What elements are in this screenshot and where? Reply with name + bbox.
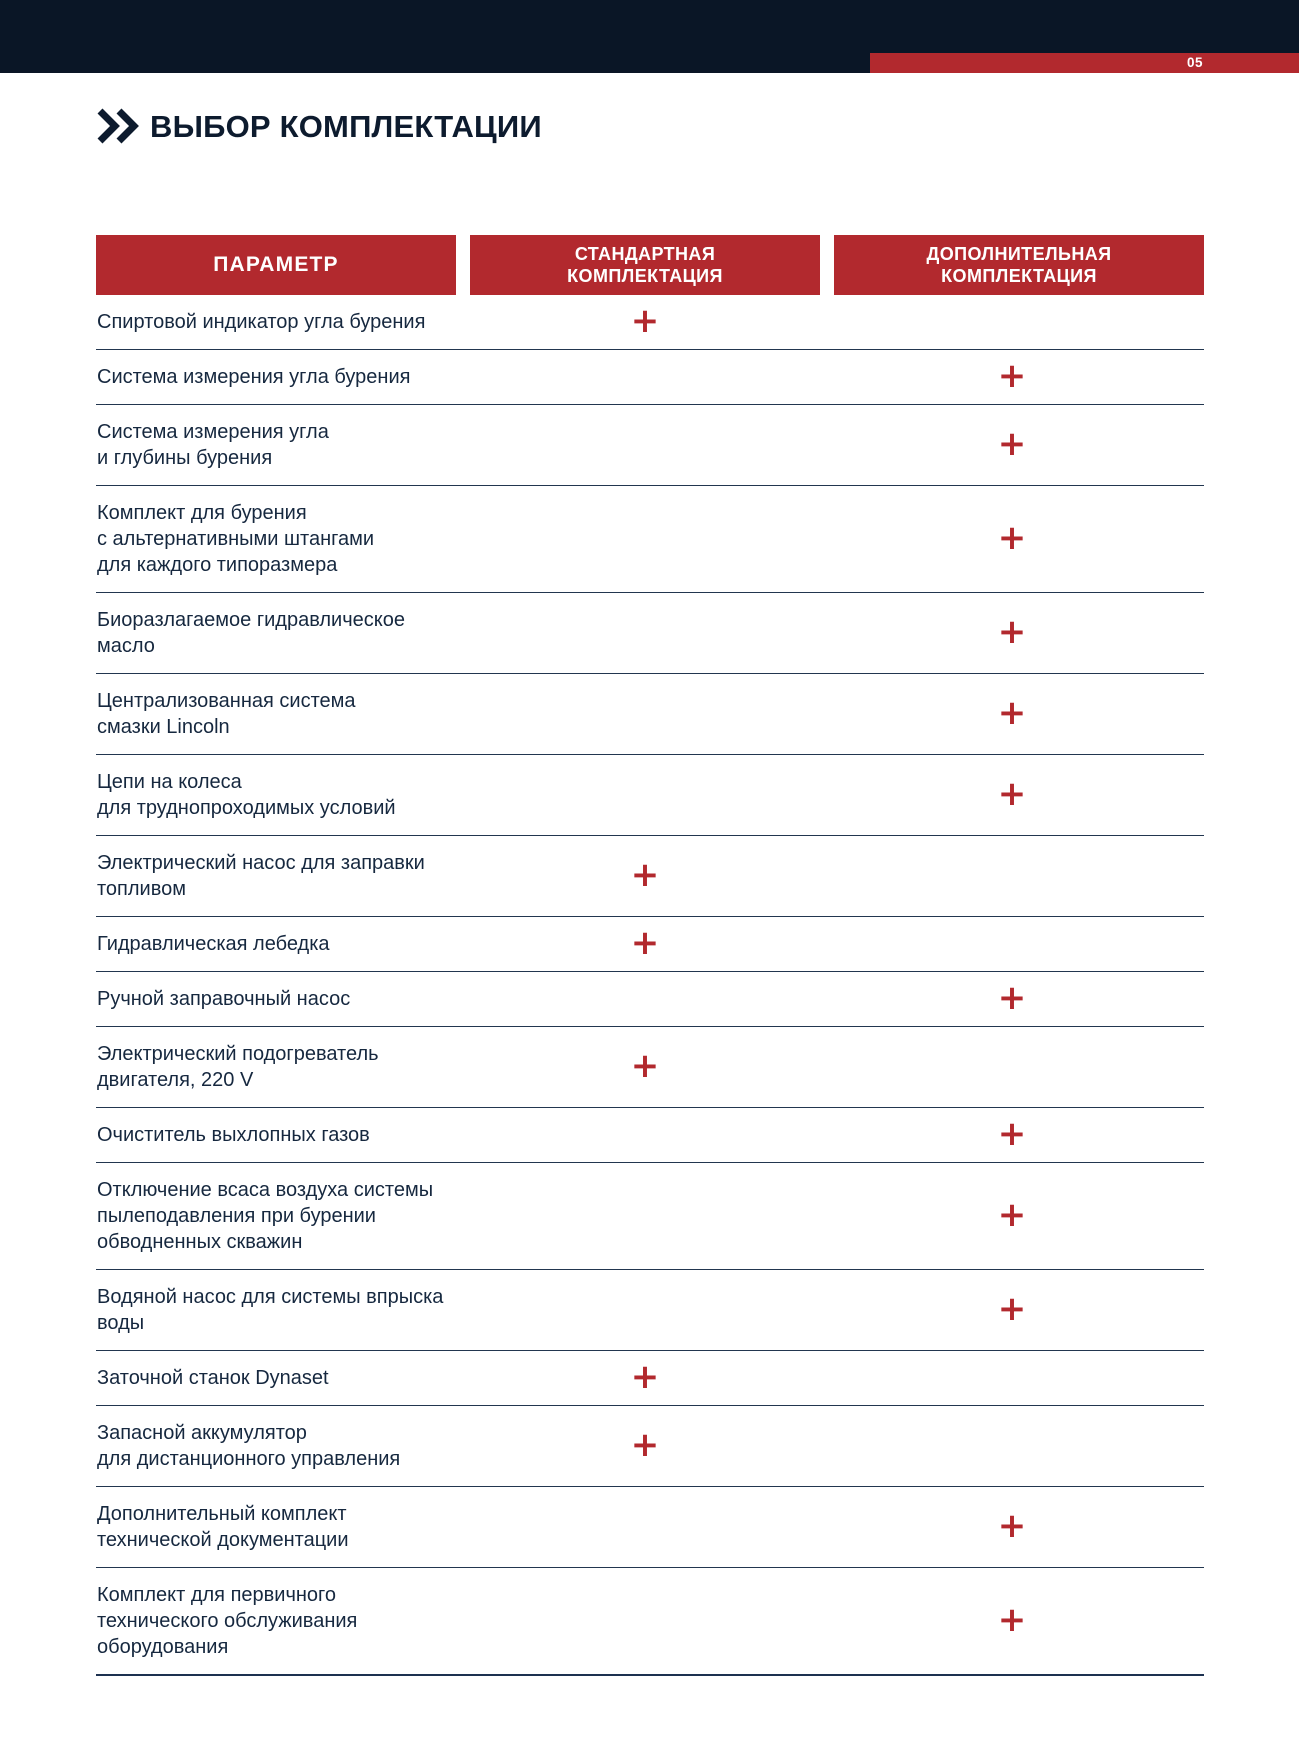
param-cell: Комплект для первичного технического обс…: [97, 1584, 358, 1658]
plus-icon: +: [630, 1425, 660, 1465]
table-header: ПАРАМЕТР СТАНДАРТНАЯ КОМПЛЕКТАЦИЯ ДОПОЛН…: [96, 235, 1204, 295]
standard-cell: +: [470, 923, 820, 963]
additional-cell: +: [820, 518, 1204, 558]
table-row: Комплект для бурения с альтернативными ш…: [96, 486, 1204, 593]
standard-cell: +: [470, 1357, 820, 1397]
equipment-table: ПАРАМЕТР СТАНДАРТНАЯ КОМПЛЕКТАЦИЯ ДОПОЛН…: [96, 235, 1204, 1676]
additional-cell: +: [820, 1506, 1204, 1546]
additional-cell: +: [820, 978, 1204, 1018]
table-row: Дополнительный комплект технической доку…: [96, 1487, 1204, 1568]
standard-cell: +: [470, 1425, 820, 1465]
param-cell: Заточной станок Dynaset: [97, 1367, 329, 1389]
param-cell: Спиртовой индикатор угла бурения: [97, 311, 426, 333]
column-header-standard: СТАНДАРТНАЯ КОМПЛЕКТАЦИЯ: [470, 235, 820, 295]
param-cell: Биоразлагаемое гидравлическое масло: [97, 609, 405, 657]
standard-cell: +: [470, 1046, 820, 1086]
additional-cell: +: [820, 1195, 1204, 1235]
table-row: Спиртовой индикатор угла бурения +: [96, 295, 1204, 350]
plus-icon: +: [997, 356, 1027, 396]
additional-cell: +: [820, 356, 1204, 396]
plus-icon: +: [997, 693, 1027, 733]
param-cell: Гидравлическая лебедка: [97, 933, 330, 955]
additional-cell: +: [820, 1600, 1204, 1640]
table-row: Система измерения угла бурения +: [96, 350, 1204, 405]
additional-cell: +: [820, 693, 1204, 733]
column-header-parameter: ПАРАМЕТР: [96, 235, 456, 295]
table-row: Комплект для первичного технического обс…: [96, 1568, 1204, 1676]
table-row: Система измерения угла и глубины бурения…: [96, 405, 1204, 486]
table-row: Очиститель выхлопных газов +: [96, 1108, 1204, 1163]
plus-icon: +: [997, 1506, 1027, 1546]
additional-cell: +: [820, 424, 1204, 464]
plus-icon: +: [997, 1114, 1027, 1154]
param-cell: Очиститель выхлопных газов: [97, 1124, 370, 1146]
param-cell: Дополнительный комплект технической доку…: [97, 1503, 349, 1551]
page-number: 05: [1186, 55, 1203, 71]
param-cell: Система измерения угла бурения: [97, 366, 411, 388]
plus-icon: +: [997, 978, 1027, 1018]
plus-icon: +: [630, 855, 660, 895]
param-cell: Водяной насос для системы впрыска воды: [97, 1286, 444, 1334]
column-header-additional: ДОПОЛНИТЕЛЬНАЯ КОМПЛЕКТАЦИЯ: [834, 235, 1204, 295]
plus-icon: +: [997, 612, 1027, 652]
double-chevron-right-icon: [97, 108, 139, 144]
param-cell: Цепи на колеса для труднопроходимых усло…: [97, 771, 396, 819]
param-cell: Комплект для бурения с альтернативными ш…: [97, 502, 375, 576]
table-row: Электрический подогреватель двигателя, 2…: [96, 1027, 1204, 1108]
plus-icon: +: [630, 1357, 660, 1397]
plus-icon: +: [630, 1046, 660, 1086]
table-row: Водяной насос для системы впрыска воды +: [96, 1270, 1204, 1351]
table-row: Запасной аккумулятор для дистанционного …: [96, 1406, 1204, 1487]
plus-icon: +: [630, 301, 660, 341]
table-row: Электрический насос для заправки топливо…: [96, 836, 1204, 917]
param-cell: Электрический подогреватель двигателя, 2…: [97, 1043, 379, 1091]
table-body: Спиртовой индикатор угла бурения + Система…: [96, 295, 1204, 1676]
table-row: Ручной заправочный насос +: [96, 972, 1204, 1027]
page-number-bar: 05: [870, 53, 1299, 73]
table-row: Гидравлическая лебедка +: [96, 917, 1204, 972]
title-block: ВЫБОР КОМПЛЕКТАЦИИ: [96, 108, 542, 144]
additional-cell: +: [820, 1114, 1204, 1154]
additional-cell: +: [820, 774, 1204, 814]
plus-icon: +: [997, 424, 1027, 464]
plus-icon: +: [997, 1195, 1027, 1235]
plus-icon: +: [997, 1289, 1027, 1329]
additional-cell: +: [820, 612, 1204, 652]
param-cell: Централизованная система смазки Lincoln: [97, 690, 356, 738]
param-cell: Отключение всаса воздуха системы пылепод…: [97, 1179, 434, 1253]
page-title: ВЫБОР КОМПЛЕКТАЦИИ: [150, 108, 542, 144]
table-row: Биоразлагаемое гидравлическое масло +: [96, 593, 1204, 674]
param-cell: Ручной заправочный насос: [97, 988, 351, 1010]
plus-icon: +: [997, 774, 1027, 814]
param-cell: Запасной аккумулятор для дистанционного …: [97, 1422, 401, 1470]
standard-cell: +: [470, 855, 820, 895]
plus-icon: +: [630, 923, 660, 963]
table-row: Отключение всаса воздуха системы пылепод…: [96, 1163, 1204, 1270]
standard-cell: +: [470, 301, 820, 341]
plus-icon: +: [997, 518, 1027, 558]
param-cell: Электрический насос для заправки топливо…: [97, 852, 425, 900]
table-row: Централизованная система смазки Lincoln +: [96, 674, 1204, 755]
table-row: Заточной станок Dynaset +: [96, 1351, 1204, 1406]
table-row: Цепи на колеса для труднопроходимых усло…: [96, 755, 1204, 836]
plus-icon: +: [997, 1600, 1027, 1640]
additional-cell: +: [820, 1289, 1204, 1329]
param-cell: Система измерения угла и глубины бурения: [97, 421, 329, 469]
